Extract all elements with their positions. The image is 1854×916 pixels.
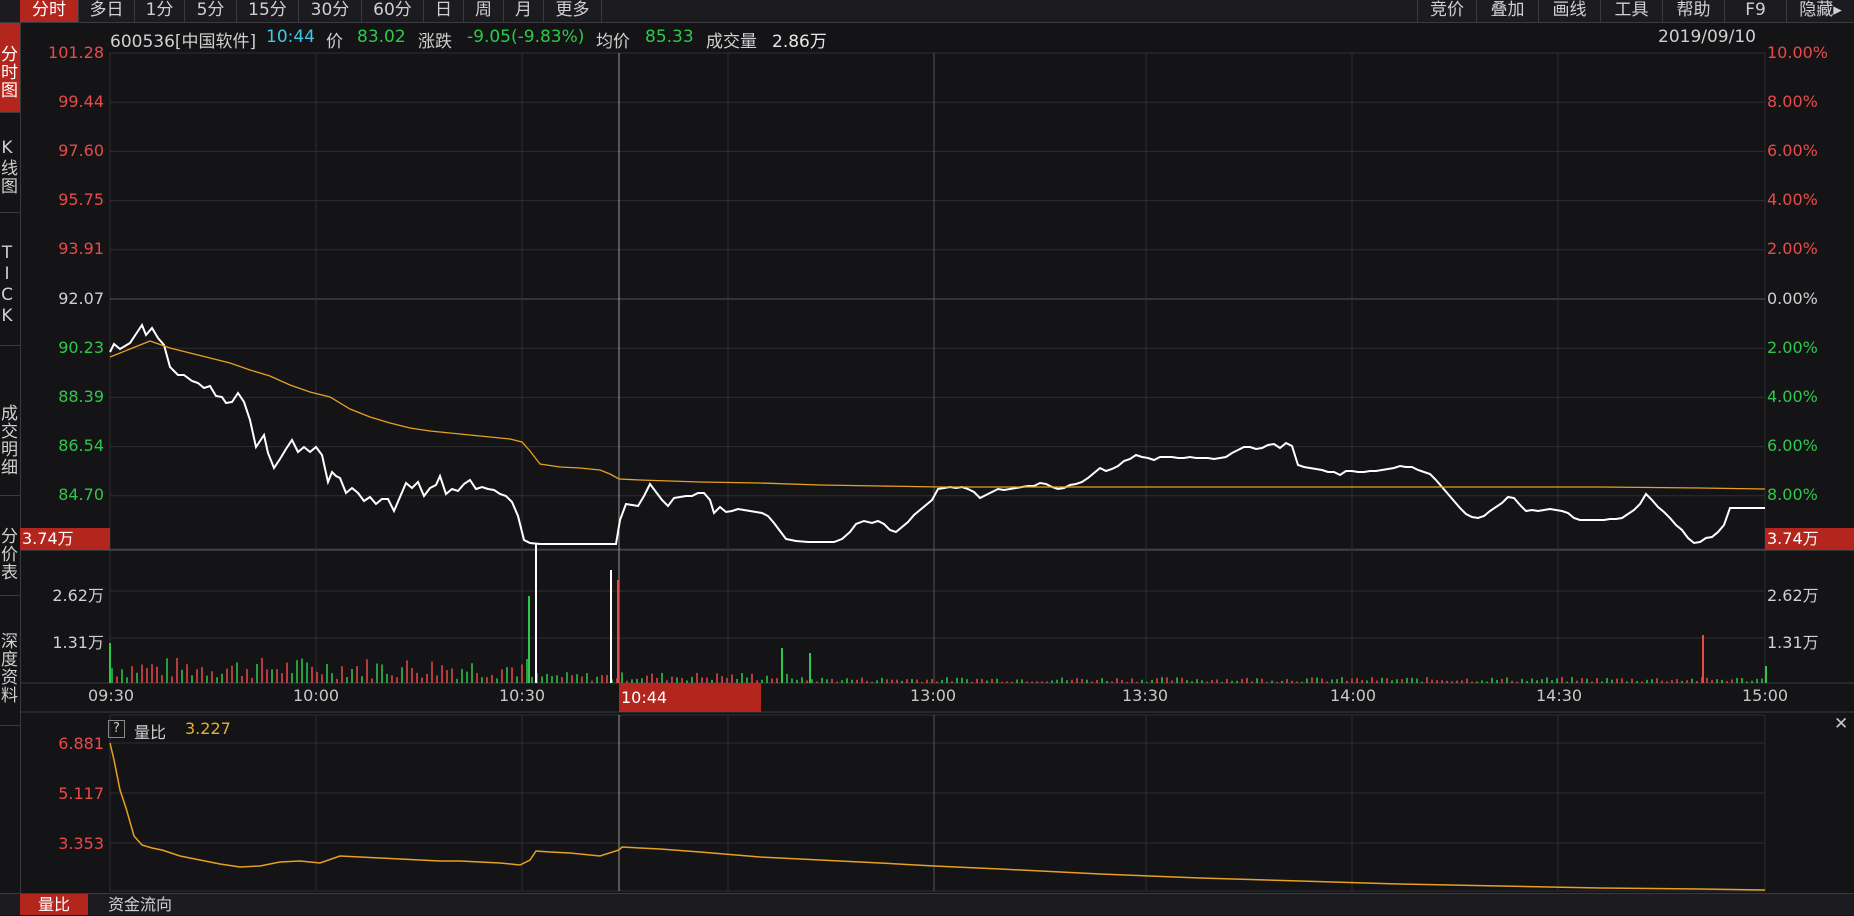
stock-code: 600536[中国软件] bbox=[110, 32, 257, 52]
time-tick: 15:00 bbox=[1742, 686, 1789, 705]
price-tick: 97.60 bbox=[58, 141, 104, 160]
volume-tick: 2.62万 bbox=[52, 586, 104, 605]
tab-1min[interactable]: 1分 bbox=[135, 0, 185, 22]
tab-tick[interactable]: TICK bbox=[0, 213, 20, 346]
price-tick: 93.91 bbox=[58, 239, 104, 258]
percent-tick: 2.00% bbox=[1767, 338, 1818, 357]
tab-60min[interactable]: 60分 bbox=[362, 0, 424, 22]
ratio-tick: 6.881 bbox=[58, 734, 104, 753]
tab-15min[interactable]: 15分 bbox=[237, 0, 299, 22]
average-price-line bbox=[109, 340, 1766, 490]
change-label: 涨跌 bbox=[418, 32, 452, 52]
tab-kline-chart[interactable]: K线图 bbox=[0, 113, 20, 213]
price-tick-base: 92.07 bbox=[58, 289, 104, 308]
close-icon[interactable]: ✕ bbox=[1834, 714, 1849, 734]
volume-label: 成交量 bbox=[706, 32, 757, 52]
price-tick: 101.28 bbox=[48, 43, 104, 62]
tab-fund-flow[interactable]: 资金流向 bbox=[108, 895, 173, 914]
time-tick: 13:00 bbox=[910, 686, 957, 705]
time-tick: 13:30 bbox=[1122, 686, 1169, 705]
f9-button[interactable]: F9 bbox=[1725, 0, 1787, 22]
tab-week[interactable]: 周 bbox=[464, 0, 504, 22]
period-toolbar: 分时 多日 1分 5分 15分 30分 60分 日 周 月 更多 竞价 叠加 画… bbox=[0, 0, 1854, 23]
cursor-volume-marker-left: 3.74万 bbox=[20, 528, 110, 550]
overlay-button[interactable]: 叠加 bbox=[1477, 0, 1539, 22]
price-tick: 88.39 bbox=[58, 387, 104, 406]
tab-5min[interactable]: 5分 bbox=[185, 0, 237, 22]
tab-month[interactable]: 月 bbox=[504, 0, 544, 22]
volume-tick-right: 2.62万 bbox=[1767, 586, 1819, 605]
price-line bbox=[109, 322, 1765, 545]
ratio-value: 3.227 bbox=[185, 719, 231, 738]
time-tick: 09:30 bbox=[88, 686, 135, 705]
percent-tick: 4.00% bbox=[1767, 190, 1818, 209]
ratio-tick: 5.117 bbox=[58, 784, 104, 803]
date-label: 2019/09/10 bbox=[1658, 27, 1756, 47]
price-tick: 86.54 bbox=[58, 436, 104, 455]
percent-tick: 6.00% bbox=[1767, 436, 1818, 455]
tab-day[interactable]: 日 bbox=[424, 0, 464, 22]
tab-more[interactable]: 更多 bbox=[544, 0, 602, 22]
percent-tick: 4.00% bbox=[1767, 387, 1818, 406]
price-tick: 95.75 bbox=[58, 190, 104, 209]
price-tick: 99.44 bbox=[58, 92, 104, 111]
price-panel-frame bbox=[109, 52, 1766, 550]
tab-volume-ratio[interactable]: 量比 bbox=[20, 894, 88, 915]
hide-button[interactable]: 隐藏▸ bbox=[1799, 0, 1842, 20]
avg-value: 85.33 bbox=[645, 27, 694, 47]
ratio-title: 量比 bbox=[134, 723, 167, 742]
volume-value: 2.86万 bbox=[772, 32, 827, 52]
price-tick: 84.70 bbox=[58, 485, 104, 504]
tab-intraday[interactable]: 分时 bbox=[20, 0, 79, 22]
help-button[interactable]: 帮助 bbox=[1663, 0, 1725, 22]
volume-tick-right: 1.31万 bbox=[1767, 633, 1819, 652]
cursor-volume-marker-right: 3.74万 bbox=[1765, 528, 1854, 550]
change-value: -9.05(-9.83%) bbox=[467, 27, 585, 47]
left-tab-bar: 分时图 K线图 TICK 成交明细 分价表 深度资料 bbox=[0, 23, 21, 914]
tab-intraday-chart[interactable]: 分时图 bbox=[0, 23, 20, 113]
percent-tick: 2.00% bbox=[1767, 239, 1818, 258]
ratio-tick: 3.353 bbox=[58, 834, 104, 853]
percent-tick: 6.00% bbox=[1767, 141, 1818, 160]
volume-panel-frame bbox=[109, 549, 1766, 684]
tab-30min[interactable]: 30分 bbox=[299, 0, 362, 22]
price-value: 83.02 bbox=[357, 27, 406, 47]
volume-ratio-line bbox=[109, 742, 1766, 891]
percent-tick-base: 0.00% bbox=[1767, 289, 1818, 308]
avg-label: 均价 bbox=[596, 32, 630, 52]
help-icon[interactable]: ? bbox=[108, 720, 125, 738]
tab-trade-detail[interactable]: 成交明细 bbox=[0, 346, 20, 496]
volume-tick: 1.31万 bbox=[52, 633, 104, 652]
price-label: 价 bbox=[326, 32, 343, 52]
cursor-time: 10:44 bbox=[266, 27, 315, 47]
time-tick: 10:00 bbox=[293, 686, 340, 705]
draw-line-button[interactable]: 画线 bbox=[1539, 0, 1601, 22]
time-tick: 10:30 bbox=[499, 686, 546, 705]
bottom-tab-bar: 量比 资金流向 bbox=[0, 893, 1854, 915]
tools-button[interactable]: 工具 bbox=[1601, 0, 1663, 22]
time-tick: 14:30 bbox=[1536, 686, 1583, 705]
tab-multi-day[interactable]: 多日 bbox=[79, 0, 135, 22]
percent-tick: 10.00% bbox=[1767, 43, 1829, 62]
cursor-time-marker: 10:44 bbox=[619, 683, 761, 712]
percent-tick: 8.00% bbox=[1767, 92, 1818, 111]
tab-price-table[interactable]: 分价表 bbox=[0, 496, 20, 596]
auction-button[interactable]: 竞价 bbox=[1417, 0, 1477, 22]
time-tick: 14:00 bbox=[1330, 686, 1377, 705]
ratio-panel-frame bbox=[109, 714, 1766, 892]
price-tick: 90.23 bbox=[58, 338, 104, 357]
percent-tick: 8.00% bbox=[1767, 485, 1818, 504]
tab-depth-data[interactable]: 深度资料 bbox=[0, 596, 20, 726]
